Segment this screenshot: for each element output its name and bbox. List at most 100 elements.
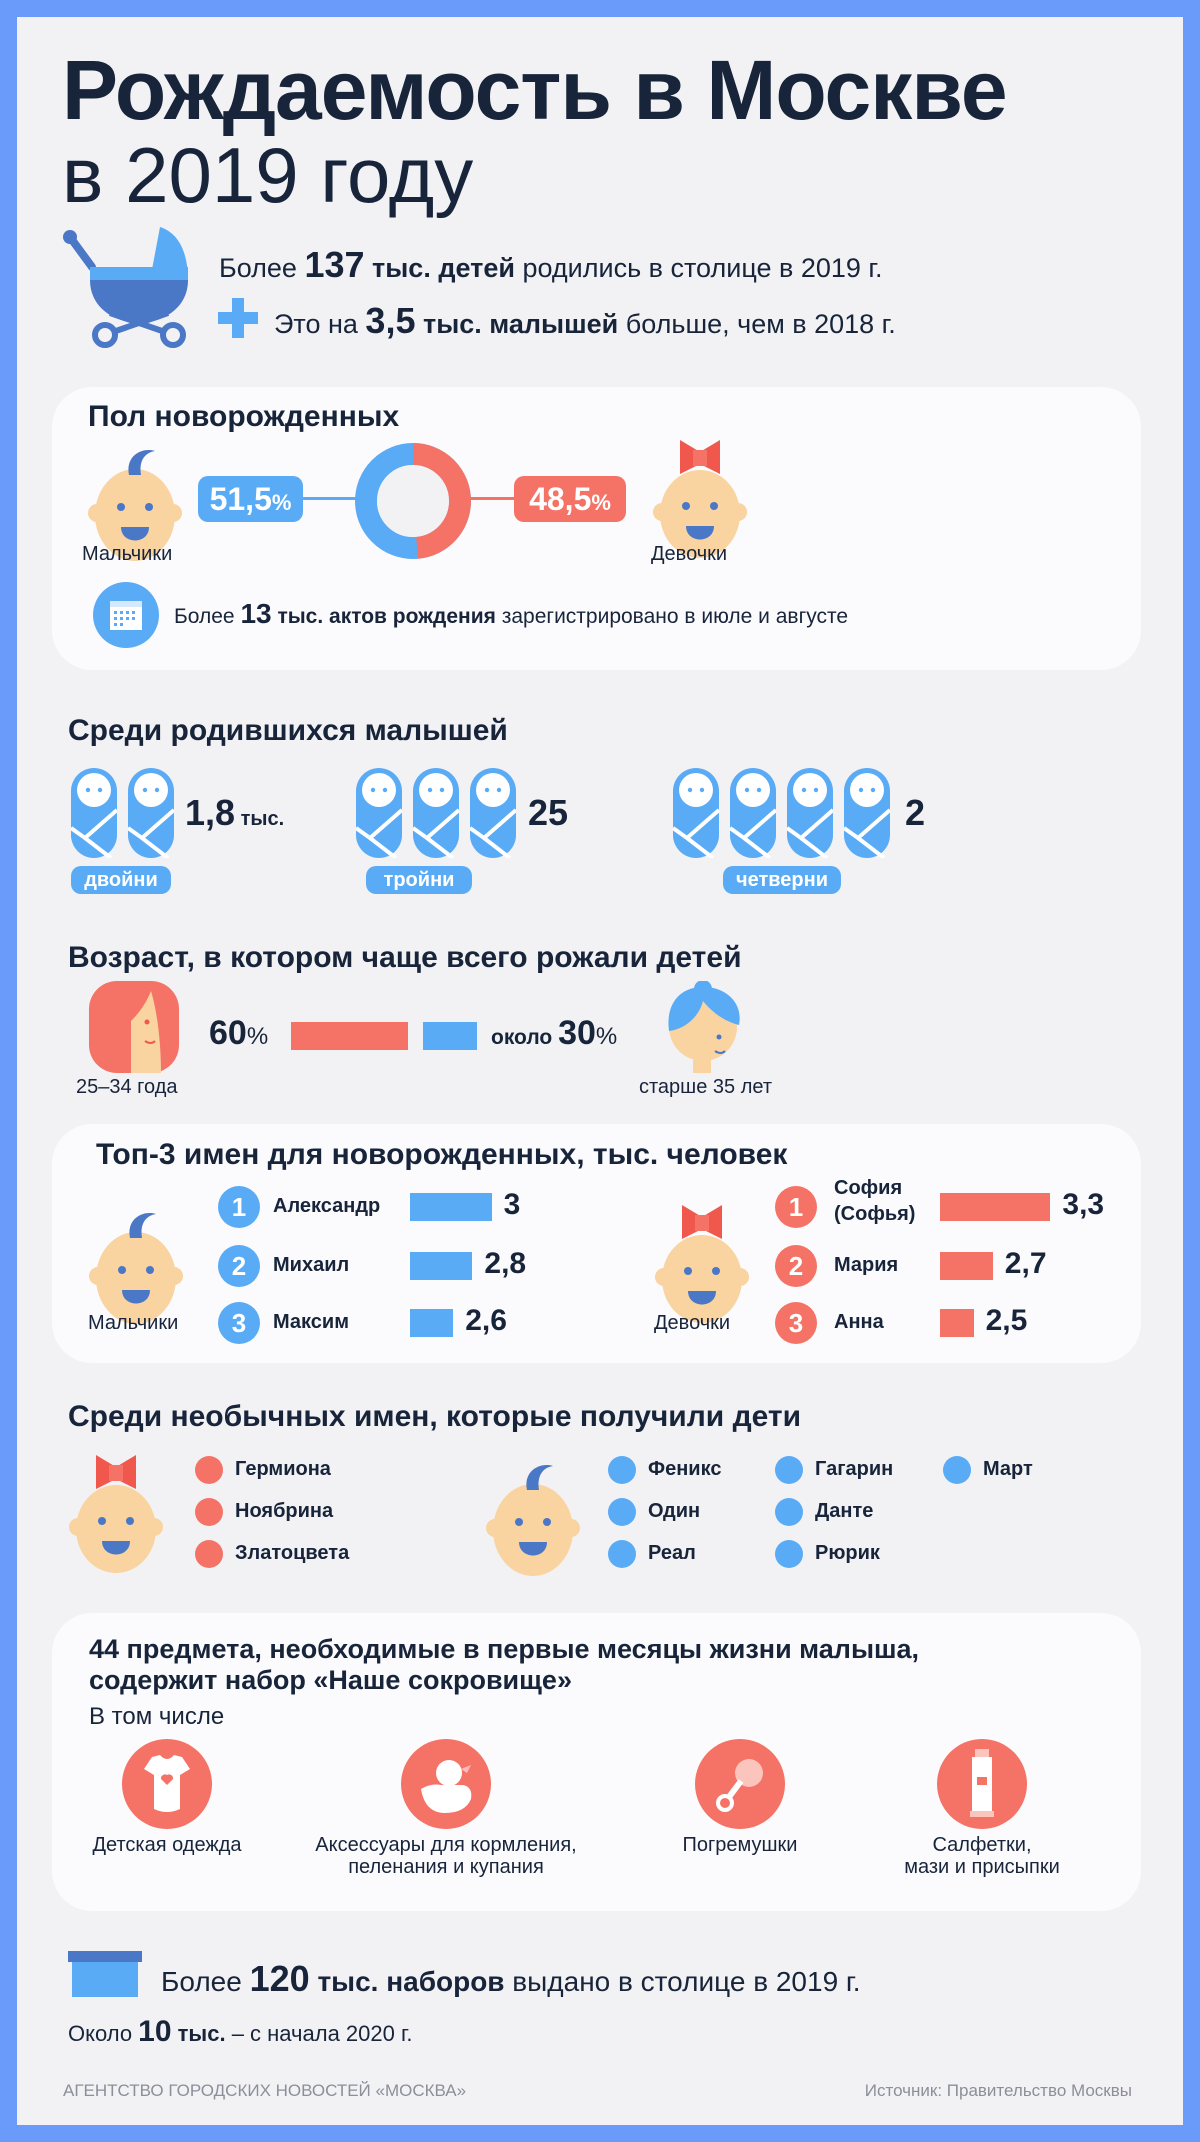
rattle-icon bbox=[695, 1739, 785, 1829]
bullet-dot bbox=[608, 1540, 636, 1568]
bullet-dot bbox=[608, 1498, 636, 1526]
age-group2-label: старше 35 лет bbox=[639, 1076, 772, 1098]
multiples-label: четверни bbox=[723, 866, 841, 894]
kit-item-label: Детская одежда bbox=[92, 1834, 242, 1856]
boys-percent-badge: 51,5% bbox=[198, 476, 303, 522]
multiples-label: двойни bbox=[71, 866, 171, 894]
unusual-girl-name: Златоцвета bbox=[235, 1542, 350, 1564]
source-credit: Источник: Правительство Москвы bbox=[864, 2081, 1132, 2100]
multiples-unit: тыс. bbox=[235, 808, 285, 830]
rank-badge: 2 bbox=[775, 1245, 817, 1287]
gender-donut-chart bbox=[355, 443, 471, 559]
unusual-boy-name: Данте bbox=[815, 1500, 874, 1522]
unusual-boy-name: Один bbox=[648, 1500, 701, 1522]
bullet-dot bbox=[775, 1456, 803, 1484]
name-count-value: 3 bbox=[503, 1188, 521, 1221]
age-group1-label: 25–34 года bbox=[76, 1076, 178, 1098]
boys-label: Мальчики bbox=[82, 543, 173, 565]
kit-subtitle: В том числе bbox=[89, 1703, 225, 1730]
unusual-names-title: Среди необычных имен, которые получили д… bbox=[68, 1400, 802, 1433]
kit-item-label: Погремушки bbox=[682, 1834, 798, 1856]
unusual-boy-name: Гагарин bbox=[815, 1458, 894, 1480]
rank-badge: 2 bbox=[218, 1245, 260, 1287]
bullet-dot bbox=[608, 1456, 636, 1484]
kits-2020-text: Около 10 тыс. – с начала 2020 г. bbox=[68, 2015, 413, 2048]
swaddled-baby-icon bbox=[673, 768, 719, 858]
name-count-value: 3,3 bbox=[1062, 1188, 1105, 1221]
kit-title-line1: 44 предмета, необходимые в первые месяцы… bbox=[89, 1634, 920, 1664]
older-woman-icon bbox=[668, 981, 740, 1073]
cream-tube-icon bbox=[937, 1739, 1027, 1829]
name-count-bar bbox=[410, 1193, 492, 1221]
multiples-number: 1,8 bbox=[185, 792, 236, 833]
kit-item-label-line2: пеленания и купания bbox=[348, 1856, 544, 1878]
girl-face-icon bbox=[652, 1205, 752, 1325]
multiples-value: 2 bbox=[905, 792, 925, 834]
box-icon bbox=[68, 1951, 142, 1997]
unusual-boy-name: Реал bbox=[648, 1542, 696, 1564]
name-count-value: 2,7 bbox=[1004, 1247, 1047, 1280]
multiples-value: 1,8 тыс. bbox=[185, 792, 284, 834]
gender-card bbox=[52, 387, 1141, 670]
name-label: Максим bbox=[273, 1311, 349, 1333]
name-label-alt: (Софья) bbox=[834, 1203, 916, 1225]
name-label: Михаил bbox=[273, 1254, 350, 1276]
page-title: Рождаемость в Москве bbox=[62, 43, 1008, 137]
donut-girls bbox=[355, 443, 471, 559]
unusual-boy-name: Феникс bbox=[648, 1458, 722, 1480]
births-total-text: Более 137 тыс. детей родились в столице … bbox=[219, 244, 883, 285]
gender-title: Пол новорожденных bbox=[88, 400, 400, 433]
multiples-number: 2 bbox=[905, 792, 926, 833]
bullet-dot bbox=[195, 1540, 223, 1568]
age-group1-value: 60% bbox=[209, 1014, 269, 1052]
name-count-value: 2,8 bbox=[484, 1247, 527, 1280]
name-count-value: 2,5 bbox=[985, 1304, 1028, 1337]
swaddled-baby-icon bbox=[730, 768, 776, 858]
plus-icon bbox=[218, 298, 258, 338]
boy-face-icon bbox=[86, 1208, 186, 1328]
name-count-bar bbox=[940, 1193, 1051, 1221]
kit-item-label: Салфетки, bbox=[932, 1834, 1032, 1856]
bullet-dot bbox=[775, 1540, 803, 1568]
swaddled-baby-icon bbox=[844, 768, 890, 858]
girl-face-icon bbox=[650, 440, 750, 560]
unusual-girl-name: Ноябрина bbox=[235, 1500, 334, 1522]
age-group1-bar bbox=[291, 1022, 408, 1050]
bullet-dot bbox=[195, 1498, 223, 1526]
name-count-bar bbox=[410, 1309, 454, 1337]
age-group2-bar bbox=[423, 1022, 477, 1050]
swaddled-baby-icon bbox=[356, 768, 402, 858]
name-count-bar bbox=[940, 1309, 974, 1337]
rank-badge: 3 bbox=[775, 1302, 817, 1344]
births-registered-text: Более 13 тыс. актов рождения зарегистрир… bbox=[174, 598, 849, 629]
girls-label: Девочки bbox=[651, 543, 728, 565]
boys-label: Мальчики bbox=[88, 1312, 179, 1334]
rank-badge: 3 bbox=[218, 1302, 260, 1344]
unusual-girl-name: Гермиона bbox=[235, 1458, 331, 1480]
multiples-title: Среди родившихся малышей bbox=[68, 714, 508, 747]
rank-badge: 1 bbox=[218, 1186, 260, 1228]
name-count-bar bbox=[410, 1252, 473, 1280]
agency-credit: АГЕНТСТВО ГОРОДСКИХ НОВОСТЕЙ «МОСКВА» bbox=[63, 2081, 467, 2100]
page-subtitle: в 2019 году bbox=[62, 131, 474, 219]
stroller-icon bbox=[63, 227, 188, 348]
kits-issued-text: Более 120 тыс. наборов выдано в столице … bbox=[161, 1958, 861, 1999]
name-label: Александр bbox=[273, 1195, 381, 1217]
swaddled-baby-icon bbox=[470, 768, 516, 858]
multiples-label: тройни bbox=[366, 866, 472, 894]
rubber-duck-icon bbox=[401, 1739, 491, 1829]
boy-face-icon bbox=[483, 1460, 583, 1580]
calendar-icon bbox=[93, 582, 159, 648]
rank-badge: 1 bbox=[775, 1186, 817, 1228]
baby-clothes-icon bbox=[122, 1739, 212, 1829]
name-label: Мария bbox=[834, 1254, 899, 1276]
multiples-number: 25 bbox=[528, 792, 569, 833]
bullet-dot bbox=[195, 1456, 223, 1484]
swaddled-baby-icon bbox=[413, 768, 459, 858]
kit-item-label: Аксессуары для кормления, bbox=[315, 1834, 577, 1856]
age-group2-value: около 30% bbox=[491, 1014, 618, 1052]
young-woman-icon bbox=[89, 981, 179, 1073]
girls-label: Девочки bbox=[654, 1312, 731, 1334]
swaddled-baby-icon bbox=[128, 768, 174, 858]
girls-percent-badge: 48,5% bbox=[514, 476, 626, 522]
